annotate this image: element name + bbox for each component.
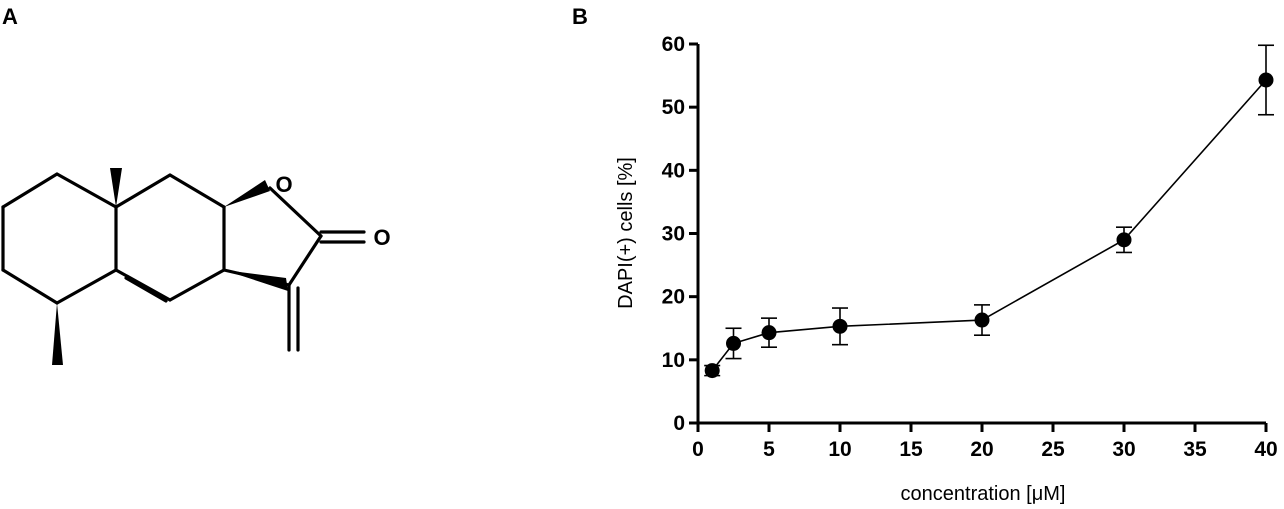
chart-axes: 0 10 20 30 40 50 60 0 5 10 15 20 25 30 35 40 xyxy=(662,33,1278,461)
x-tick-label: 35 xyxy=(1183,438,1207,461)
chemical-structure: O O xyxy=(1,168,391,365)
y-tick-label: 40 xyxy=(662,159,685,182)
panel-label-a: A xyxy=(2,4,18,29)
data-point xyxy=(704,363,720,379)
bond xyxy=(114,173,172,209)
y-tick-label: 10 xyxy=(662,349,685,372)
bond xyxy=(268,186,323,238)
bond xyxy=(114,268,172,302)
y-tick-label: 20 xyxy=(662,286,685,309)
bond xyxy=(168,268,226,302)
y-tick-label: 60 xyxy=(662,33,685,56)
y-tick-label: 50 xyxy=(662,96,685,119)
x-tick-label: 25 xyxy=(1041,438,1065,461)
wedge-bond xyxy=(224,180,270,207)
bond xyxy=(55,172,118,209)
wedge-bond xyxy=(224,270,288,291)
bond xyxy=(1,268,59,305)
data-point xyxy=(974,312,990,328)
x-axis-title: concentration [μM] xyxy=(901,483,1066,505)
double-bond-inner xyxy=(124,276,168,303)
y-tick-label: 0 xyxy=(673,412,685,435)
x-tick-label: 5 xyxy=(763,438,775,461)
x-tick-label: 10 xyxy=(828,438,851,461)
data-point xyxy=(1116,232,1132,248)
bond xyxy=(287,234,323,287)
panel-label-b: B xyxy=(572,4,588,29)
wedge-bond xyxy=(110,168,122,207)
data-point xyxy=(832,318,848,334)
data-point xyxy=(1258,72,1274,88)
ring-oxygen-label: O xyxy=(275,172,292,197)
y-tick-label: 30 xyxy=(662,223,685,246)
data-point xyxy=(726,335,741,351)
bond xyxy=(168,173,226,209)
x-tick-label: 40 xyxy=(1254,438,1277,461)
data-point xyxy=(761,325,777,341)
x-tick-label: 30 xyxy=(1112,438,1135,461)
x-tick-label: 15 xyxy=(899,438,923,461)
x-tick-label: 20 xyxy=(970,438,993,461)
wedge-bond xyxy=(52,303,63,365)
carbonyl-oxygen-label: O xyxy=(373,225,390,250)
x-tick-label: 0 xyxy=(692,438,704,461)
series-line xyxy=(711,79,1267,372)
y-axis-title: DAPI(+) cells [%] xyxy=(615,157,637,309)
chart-series xyxy=(704,44,1274,379)
bond xyxy=(1,172,59,209)
bond xyxy=(55,268,118,305)
